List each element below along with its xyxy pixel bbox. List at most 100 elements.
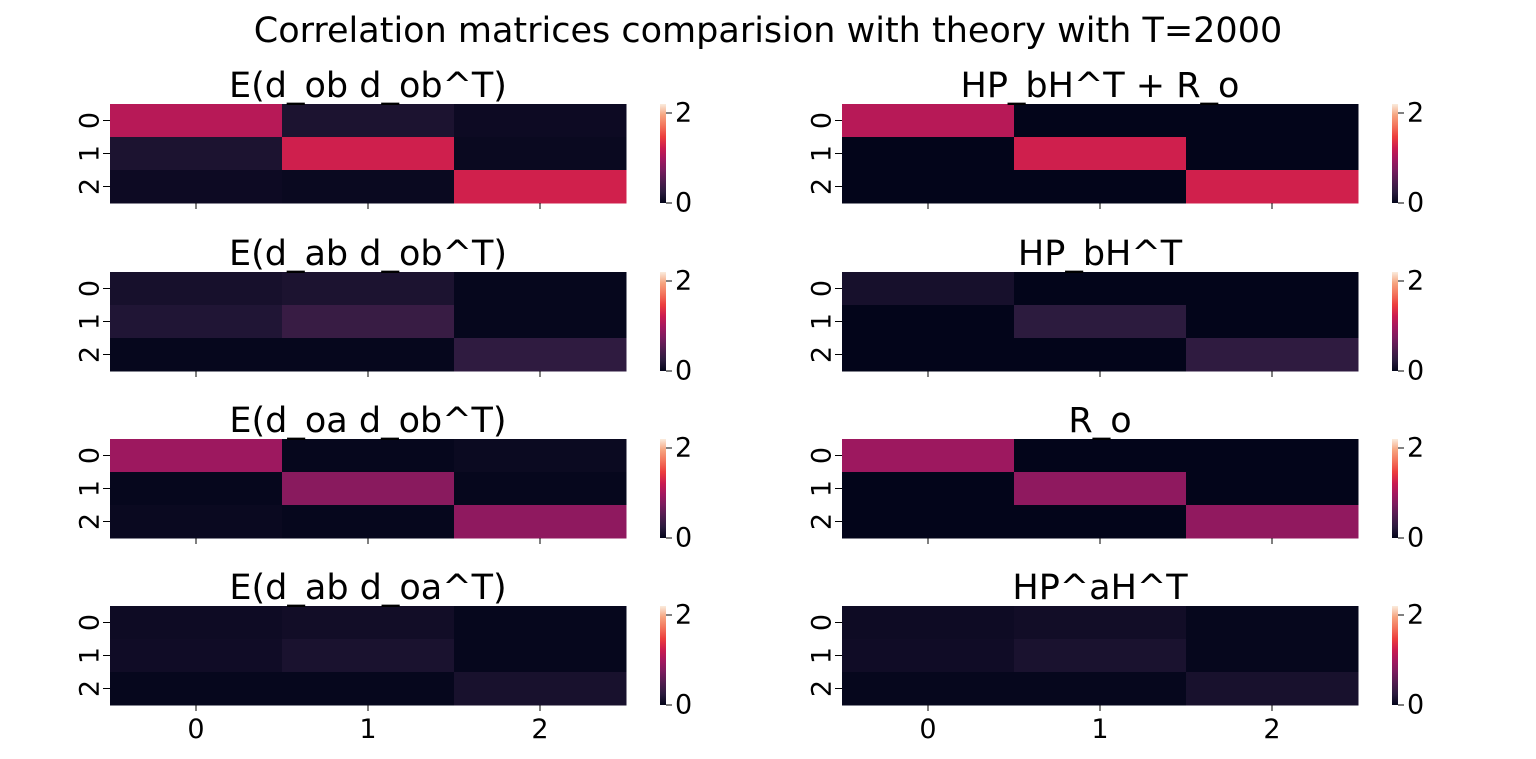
heatmap-panel: R_o 0 1 2 0 2 [807, 401, 1425, 554]
panel-title: E(d_oa d_ob^T) [229, 401, 506, 441]
colorbar-tick-label: 2 [675, 266, 692, 297]
heatmap-cell [282, 606, 455, 640]
heatmap-cell [454, 505, 627, 539]
heatmap-cell [1014, 305, 1187, 339]
heatmap-cell [282, 272, 455, 306]
heatmap-cell [1186, 305, 1359, 339]
y-tick-label: 2 [75, 680, 106, 697]
colorbar-tick-label: 0 [1407, 356, 1424, 387]
heatmap-cell [1186, 639, 1359, 673]
x-tick-label: 1 [1091, 714, 1108, 745]
heatmap-cell [842, 505, 1015, 539]
heatmap-cell [1014, 137, 1187, 171]
heatmap-cell [454, 170, 627, 204]
colorbar-tick-label: 2 [675, 98, 692, 129]
y-tick-label: 1 [75, 647, 106, 664]
heatmap-cell [110, 505, 283, 539]
heatmap-cell [282, 305, 455, 339]
x-tick-label: 0 [187, 714, 204, 745]
heatmap-cell [1186, 137, 1359, 171]
colorbar [660, 439, 666, 538]
heatmap-cell [454, 305, 627, 339]
y-tick-label: 1 [807, 647, 838, 664]
colorbar [1392, 606, 1398, 705]
heatmap-panel: HP_bH^T + R_o 0 1 2 0 2 [807, 66, 1425, 219]
heatmap-cell [842, 439, 1015, 473]
colorbar [1392, 104, 1398, 203]
heatmap-cell [454, 272, 627, 306]
figure-title: Correlation matrices comparision with th… [254, 11, 1282, 51]
heatmap-cell [1186, 272, 1359, 306]
colorbar-tick-label: 0 [1407, 188, 1424, 219]
heatmap-cell [454, 137, 627, 171]
y-tick-label: 0 [75, 112, 106, 129]
heatmap-cell [110, 338, 283, 372]
heatmap-cell [842, 137, 1015, 171]
colorbar [660, 272, 666, 371]
y-tick-label: 0 [807, 447, 838, 464]
heatmap-cell [454, 104, 627, 138]
y-tick-label: 0 [75, 447, 106, 464]
y-tick-label: 2 [807, 513, 838, 530]
x-tick-label: 2 [531, 714, 548, 745]
heatmap-cell [110, 439, 283, 473]
colorbar-tick-label: 0 [675, 356, 692, 387]
panel-title: R_o [1068, 401, 1131, 441]
y-tick-label: 2 [807, 680, 838, 697]
x-tick-label: 2 [1263, 714, 1280, 745]
y-tick-label: 1 [75, 480, 106, 497]
colorbar-tick-label: 2 [675, 433, 692, 464]
heatmap-cell [282, 505, 455, 539]
heatmap-cell [1186, 338, 1359, 372]
y-tick-label: 0 [807, 614, 838, 631]
y-tick-label: 1 [807, 145, 838, 162]
heatmap-cell [110, 272, 283, 306]
heatmap-cell [282, 338, 455, 372]
y-tick-label: 0 [807, 280, 838, 297]
heatmap-cell [1186, 104, 1359, 138]
heatmap-cell [1186, 606, 1359, 640]
heatmap-cell [454, 472, 627, 506]
heatmap-cell [1014, 606, 1187, 640]
colorbar [660, 104, 666, 203]
heatmap-cell [842, 472, 1015, 506]
heatmap-panel: E(d_ob d_ob^T) 0 1 2 0 2 [75, 66, 693, 219]
panel-title: E(d_ob d_ob^T) [229, 66, 507, 106]
heatmap-cell [842, 606, 1015, 640]
heatmap-cell [1014, 104, 1187, 138]
heatmap-cell [1014, 338, 1187, 372]
colorbar-tick-label: 0 [1407, 690, 1424, 721]
y-tick-label: 2 [75, 346, 106, 363]
heatmap-cell [110, 104, 283, 138]
heatmap-cell [110, 672, 283, 706]
heatmap-cell [842, 672, 1015, 706]
heatmap-cell [1014, 439, 1187, 473]
heatmap-cell [1186, 472, 1359, 506]
heatmap-cell [282, 472, 455, 506]
y-tick-label: 2 [75, 513, 106, 530]
heatmap-cell [842, 104, 1015, 138]
y-tick-label: 1 [807, 480, 838, 497]
colorbar-tick-label: 2 [1407, 266, 1424, 297]
heatmap-cell [842, 639, 1015, 673]
heatmap-cell [842, 272, 1015, 306]
heatmap-cell [282, 439, 455, 473]
y-tick-label: 2 [807, 346, 838, 363]
heatmap-cell [110, 305, 283, 339]
heatmap-cell [454, 338, 627, 372]
heatmap-cell [282, 672, 455, 706]
panel-title: E(d_ab d_ob^T) [229, 234, 507, 274]
heatmap-cell [1014, 639, 1187, 673]
colorbar [1392, 272, 1398, 371]
heatmap-cell [110, 639, 283, 673]
y-tick-label: 0 [807, 112, 838, 129]
heatmap-cell [1186, 672, 1359, 706]
y-tick-label: 2 [75, 178, 106, 195]
heatmap-cell [282, 639, 455, 673]
heatmap-panel: HP^aH^T 0 1 2 0 1 2 0 2 [807, 568, 1425, 745]
heatmap-cell [454, 439, 627, 473]
heatmap-cell [110, 606, 283, 640]
heatmap-cell [1014, 170, 1187, 204]
heatmap-panel: E(d_ab d_oa^T) 0 1 2 0 1 2 0 2 [75, 568, 693, 745]
